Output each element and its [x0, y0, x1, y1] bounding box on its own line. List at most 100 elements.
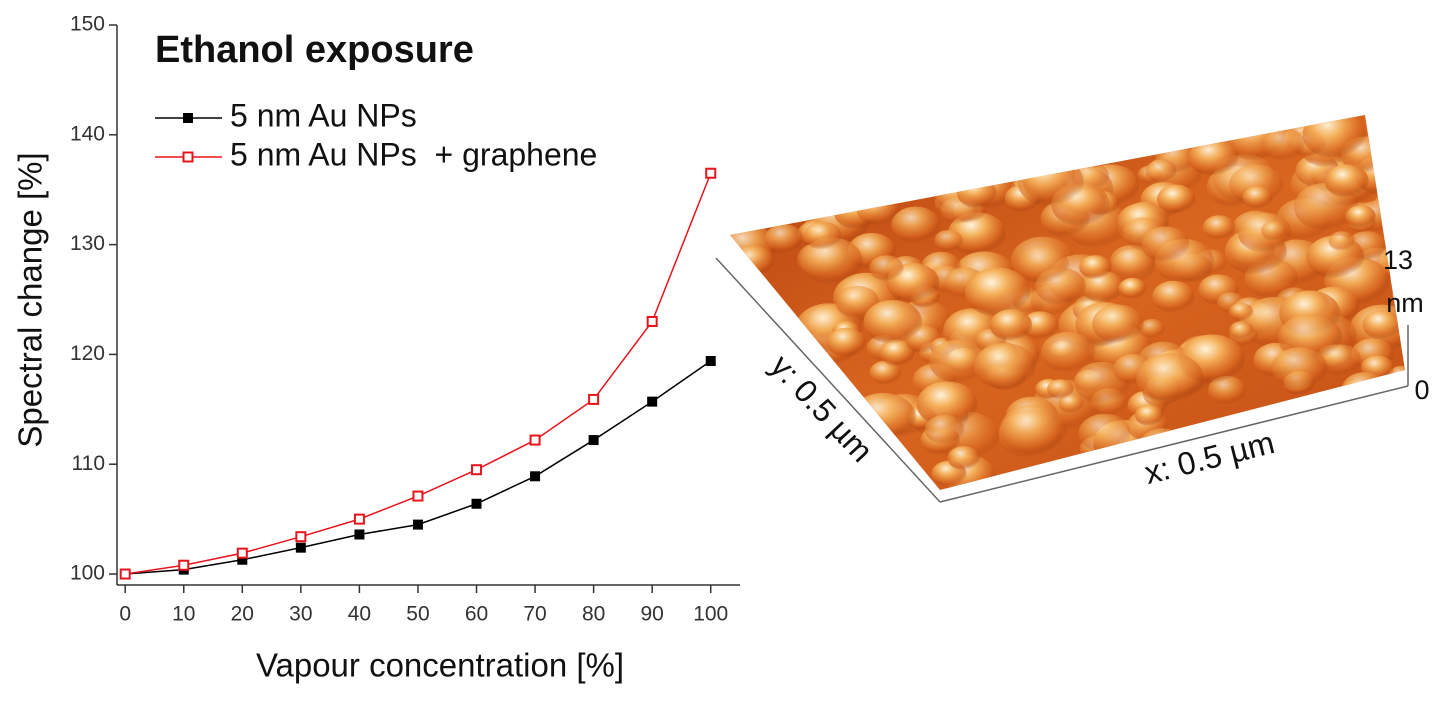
chart-title: Ethanol exposure — [155, 29, 474, 71]
afm-peak — [1021, 311, 1059, 340]
afm-peak — [1410, 192, 1448, 225]
afm-peak — [879, 339, 915, 366]
x-tick-label: 80 — [582, 603, 605, 626]
afm-peak — [1141, 226, 1190, 263]
afm-peak — [1202, 215, 1236, 240]
afm-peak — [1136, 353, 1204, 404]
x-tick-label: 70 — [523, 603, 546, 626]
afm-peak — [1156, 184, 1196, 214]
marker — [471, 464, 483, 476]
afm-peak — [869, 255, 904, 282]
afm-x-edge — [939, 385, 1409, 503]
x-axis-label: Vapour concentration [%] — [256, 647, 624, 684]
afm-x-label: x: 0.5 µm — [1141, 424, 1278, 491]
afm-peak — [1406, 183, 1431, 202]
x-tick-label: 10 — [172, 603, 195, 626]
afm-peak — [1375, 152, 1405, 188]
marker — [647, 396, 658, 407]
afm-peak — [891, 206, 941, 243]
marker — [178, 559, 190, 571]
afm-peak — [732, 245, 774, 277]
x-tick-label: 40 — [348, 603, 371, 626]
afm-peak — [1152, 280, 1195, 313]
legend-marker — [183, 113, 193, 123]
afm-peak — [1078, 413, 1131, 453]
afm-peak — [1145, 159, 1177, 183]
afm-peak — [1109, 244, 1156, 279]
afm-peak — [916, 381, 978, 427]
legend-marker — [182, 151, 194, 163]
legend-label: 5 nm Au NPs + graphene — [230, 136, 597, 172]
afm-peak — [1229, 321, 1254, 340]
afm-peak — [1018, 245, 1069, 284]
afm-peak — [1228, 302, 1254, 321]
afm-peak — [1362, 310, 1402, 340]
x-tick-label: 50 — [406, 603, 429, 626]
afm-peak — [1324, 164, 1369, 198]
afm-peak — [869, 360, 902, 385]
afm-peak — [1271, 347, 1328, 389]
afm-peak — [800, 237, 863, 285]
afm-y-edge — [715, 257, 941, 503]
afm-scale-max: 13 — [1383, 245, 1413, 275]
marker — [530, 471, 541, 482]
afm-peak — [863, 299, 923, 344]
afm-peak — [1421, 262, 1448, 297]
afm-peak — [929, 339, 989, 384]
x-tick-label: 0 — [119, 603, 131, 626]
afm-peak — [957, 178, 997, 209]
marker — [412, 490, 424, 502]
afm-peak — [989, 309, 1033, 342]
afm-peak — [1242, 186, 1273, 209]
afm-peak — [1302, 115, 1367, 159]
afm-peak — [1047, 379, 1074, 400]
marker — [353, 513, 365, 525]
afm-peak — [1328, 231, 1355, 251]
marker — [646, 315, 658, 327]
afm-peak — [947, 446, 980, 471]
x-tick-label: 60 — [465, 603, 488, 626]
marker — [705, 356, 716, 366]
y-tick-label: 150 — [70, 13, 105, 36]
marker — [588, 435, 599, 446]
afm-peak — [1058, 394, 1084, 414]
afm-peak — [1134, 404, 1164, 426]
afm-image: y: 0.5 µm x: 0.5 µm 13 nm 0 — [715, 115, 1448, 503]
afm-peak — [1434, 252, 1448, 275]
afm-peak — [964, 267, 1031, 317]
afm-peak — [1397, 193, 1405, 218]
series-line — [125, 172, 712, 575]
marker — [295, 542, 306, 553]
afm-peak — [1411, 238, 1448, 285]
x-tick-label: 20 — [231, 603, 254, 626]
legend-label: 5 nm Au NPs — [230, 97, 417, 133]
afm-peak — [1118, 277, 1147, 299]
afm-peak — [764, 224, 804, 253]
y-tick-label: 110 — [72, 452, 105, 475]
afm-peak — [1412, 311, 1448, 358]
afm-peak — [1092, 304, 1144, 344]
afm-peak — [1430, 243, 1448, 292]
afm-peak — [803, 221, 842, 250]
afm-peak — [934, 229, 964, 252]
x-tick-label: 90 — [640, 603, 663, 626]
x-tick-label: 30 — [289, 603, 312, 626]
afm-peak — [1041, 331, 1096, 373]
y-tick-label: 100 — [70, 562, 105, 585]
afm-peak — [1079, 255, 1112, 280]
series-line — [125, 360, 712, 575]
y-tick-label: 120 — [70, 342, 105, 365]
marker — [354, 529, 365, 540]
afm-peak — [1403, 175, 1405, 212]
afm-peak — [1017, 157, 1084, 207]
marker — [705, 167, 717, 179]
y-tick-label: 130 — [70, 232, 105, 255]
x-tick-label: 100 — [693, 603, 728, 626]
afm-scale-unit: nm — [1386, 288, 1424, 318]
afm-peak — [1261, 220, 1288, 241]
marker — [529, 434, 541, 446]
afm-peak — [826, 327, 866, 358]
afm-peak — [1424, 277, 1448, 321]
afm-peak — [999, 404, 1067, 455]
afm-scale-min: 0 — [1414, 375, 1429, 405]
